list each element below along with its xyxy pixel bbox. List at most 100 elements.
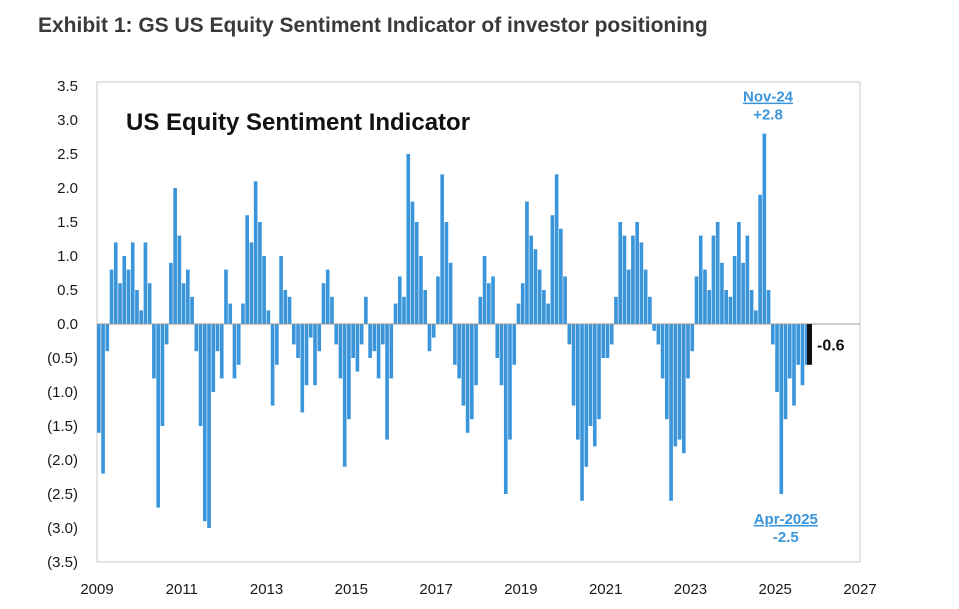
sentiment-bar <box>474 324 478 386</box>
y-tick-label: 0.5 <box>57 282 78 299</box>
sentiment-bar <box>287 296 292 324</box>
sentiment-bar <box>533 249 538 324</box>
sentiment-bar <box>364 296 368 324</box>
y-tick-label: (2.0) <box>47 452 78 469</box>
x-tick-label: 2019 <box>504 581 537 598</box>
sentiment-bar <box>372 324 377 352</box>
sentiment-bar <box>113 242 118 324</box>
sentiment-bar <box>427 324 432 352</box>
x-tick-label: 2013 <box>250 581 283 598</box>
sentiment-bar <box>194 324 199 352</box>
sentiment-bar <box>304 324 309 386</box>
sentiment-bar <box>754 310 758 324</box>
sentiment-bar <box>135 290 139 324</box>
y-tick-label: 1.5 <box>57 214 78 231</box>
sentiment-bar <box>406 154 411 324</box>
sentiment-bar <box>355 324 360 372</box>
sentiment-bar <box>402 296 406 324</box>
sentiment-bar <box>495 324 500 358</box>
sentiment-bar <box>266 310 271 324</box>
sentiment-bar <box>249 242 254 324</box>
sentiment-bar <box>758 194 762 324</box>
annotation-value-label: +2.8 <box>753 107 783 124</box>
sentiment-bar <box>177 235 182 324</box>
sentiment-bar <box>419 256 423 324</box>
sentiment-bar <box>198 324 203 426</box>
annotation-date-label: Nov-24 <box>743 89 794 106</box>
sentiment-bar <box>241 303 245 324</box>
sentiment-bar <box>143 242 148 324</box>
sentiment-bar <box>202 324 207 522</box>
sentiment-bar <box>503 324 508 494</box>
sentiment-bar <box>397 276 402 324</box>
annotations: Nov-24+2.8 Apr-2025-2.5 <box>743 89 818 546</box>
sentiment-bar <box>448 262 453 324</box>
x-tick-label: 2009 <box>80 581 113 598</box>
sentiment-bar <box>512 324 517 365</box>
sentiment-bar <box>461 324 466 406</box>
sentiment-bar <box>389 324 394 379</box>
sentiment-bar <box>711 235 716 324</box>
sentiment-bar <box>525 201 529 324</box>
sentiment-bar <box>393 303 398 324</box>
sentiment-bar <box>631 235 635 324</box>
sentiment-bar <box>236 324 241 365</box>
plot-area-frame <box>96 81 861 563</box>
sentiment-bar <box>351 324 355 358</box>
sentiment-bar <box>224 269 228 324</box>
x-tick-label: 2017 <box>419 581 452 598</box>
x-axis-ticks: 2009 2011 2013 2015 2017 2019 2021 2023 2025 2027 <box>80 581 876 598</box>
sentiment-bar <box>342 324 347 467</box>
sentiment-bar <box>656 324 661 345</box>
sentiment-bar <box>609 324 614 345</box>
sentiment-bar <box>575 324 580 440</box>
y-tick-label: (0.5) <box>47 350 78 367</box>
sentiment-bar <box>245 215 249 324</box>
sentiment-bar <box>601 324 606 358</box>
sentiment-bar <box>707 290 712 324</box>
sentiment-bar <box>330 296 334 324</box>
sentiment-bar <box>563 276 567 324</box>
sentiment-bar <box>665 324 669 420</box>
sentiment-bar <box>338 324 343 379</box>
sentiment-bar <box>614 296 618 324</box>
sentiment-bar <box>368 324 372 358</box>
sentiment-bar <box>164 324 169 345</box>
sentiment-bar <box>597 324 601 420</box>
x-tick-label: 2027 <box>843 581 876 598</box>
y-tick-label: (1.0) <box>47 384 78 401</box>
sentiment-bar <box>232 324 237 379</box>
sentiment-bar <box>732 256 737 324</box>
sentiment-bar <box>279 256 283 324</box>
sentiment-bar <box>381 324 385 345</box>
sentiment-bar <box>317 324 322 352</box>
sentiment-bar <box>720 262 724 324</box>
sentiment-bar <box>211 324 216 392</box>
sentiment-bar <box>643 269 648 324</box>
sentiment-bar <box>787 324 792 379</box>
sentiment-bar <box>423 290 428 324</box>
y-tick-label: 2.0 <box>57 180 78 197</box>
sentiment-bar <box>410 201 415 324</box>
sentiment-bar <box>508 324 512 440</box>
sentiment-bar <box>749 290 754 324</box>
sentiment-bar <box>737 222 741 324</box>
sentiment-bar <box>698 235 703 324</box>
y-tick-label: 0.0 <box>57 316 78 333</box>
sentiment-bar <box>605 324 610 358</box>
sentiment-bar <box>139 310 144 324</box>
latest-bar <box>807 324 813 365</box>
sentiment-bar <box>300 324 305 413</box>
sentiment-bar <box>215 324 220 352</box>
sentiment-bar <box>258 222 262 324</box>
sentiment-bar <box>775 324 779 392</box>
sentiment-bar <box>470 324 474 420</box>
sentiment-bar <box>436 276 440 324</box>
sentiment-bar <box>550 215 555 324</box>
sentiment-bar <box>283 290 288 324</box>
sentiment-bar <box>571 324 576 406</box>
y-tick-label: 3.0 <box>57 112 78 129</box>
x-tick-label: 2011 <box>166 581 198 598</box>
y-tick-label: (2.5) <box>47 486 78 503</box>
sentiment-bar <box>207 324 211 528</box>
